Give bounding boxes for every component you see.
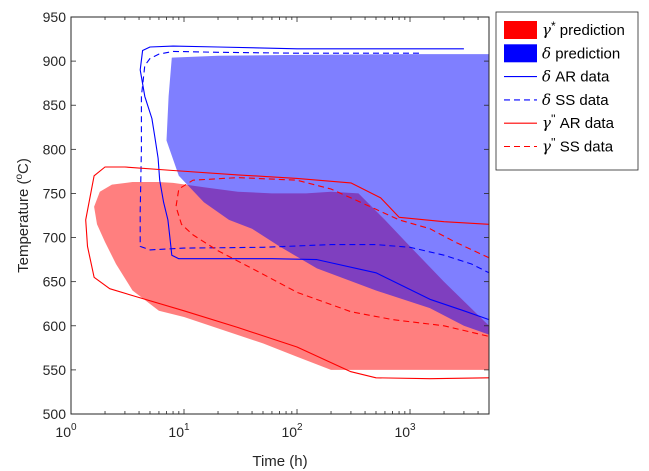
y-axis-title: Temperature (oC) (14, 158, 32, 273)
x-tick-label: 102 (281, 422, 303, 440)
x-tick-label: 101 (168, 422, 190, 440)
x-axis-title: Time (h) (252, 453, 307, 470)
delta-ar-line (139, 45, 490, 321)
legend-label: γ'' AR data (542, 112, 615, 132)
legend-label: γ'' SS data (542, 136, 614, 156)
y-tick-label: 850 (43, 97, 67, 113)
y-tick-label: 550 (43, 362, 67, 378)
x-tick-label: 103 (394, 422, 416, 440)
x-tick-label: 100 (55, 422, 77, 440)
y-tick-label: 750 (43, 185, 67, 201)
legend-label: δ AR data (542, 68, 610, 86)
y-tick-label: 600 (43, 318, 67, 334)
legend-swatch (504, 21, 537, 39)
legend-item-delta-ar: δ AR data (504, 68, 610, 86)
y-axis-ticks: 500 550 600 650 700 750 800 850 900 950 (43, 9, 489, 422)
delta-ss-line (139, 50, 490, 274)
legend-item-delta-ss: δ SS data (504, 91, 609, 109)
legend: γ* prediction δ prediction δ AR data δ SS d… (495, 11, 639, 171)
legend-item-gamma-pred: γ* prediction (504, 19, 625, 39)
prediction-fills (94, 54, 489, 370)
gamma-ar-line (85, 166, 490, 380)
y-tick-label: 700 (43, 230, 67, 246)
plot-frame (70, 16, 490, 415)
y-tick-label: 500 (43, 406, 67, 422)
plot-area (70, 16, 490, 415)
legend-swatch (504, 44, 537, 63)
data-lines (85, 45, 490, 380)
y-tick-label: 800 (43, 141, 67, 157)
legend-label: δ SS data (542, 91, 609, 109)
delta-pred-area (166, 54, 489, 335)
legend-item-gamma-ar: γ'' AR data (504, 112, 615, 132)
x-axis-ticks: 100 101 102 103 (55, 17, 490, 440)
y-tick-label: 950 (43, 9, 67, 25)
legend-label: γ* prediction (542, 19, 625, 39)
legend-item-delta-pred: δ prediction (504, 44, 620, 63)
y-tick-label: 650 (43, 274, 67, 290)
legend-label: δ prediction (542, 44, 620, 62)
legend-item-gamma-ss: γ'' SS data (504, 136, 614, 156)
y-tick-label: 900 (43, 53, 67, 69)
